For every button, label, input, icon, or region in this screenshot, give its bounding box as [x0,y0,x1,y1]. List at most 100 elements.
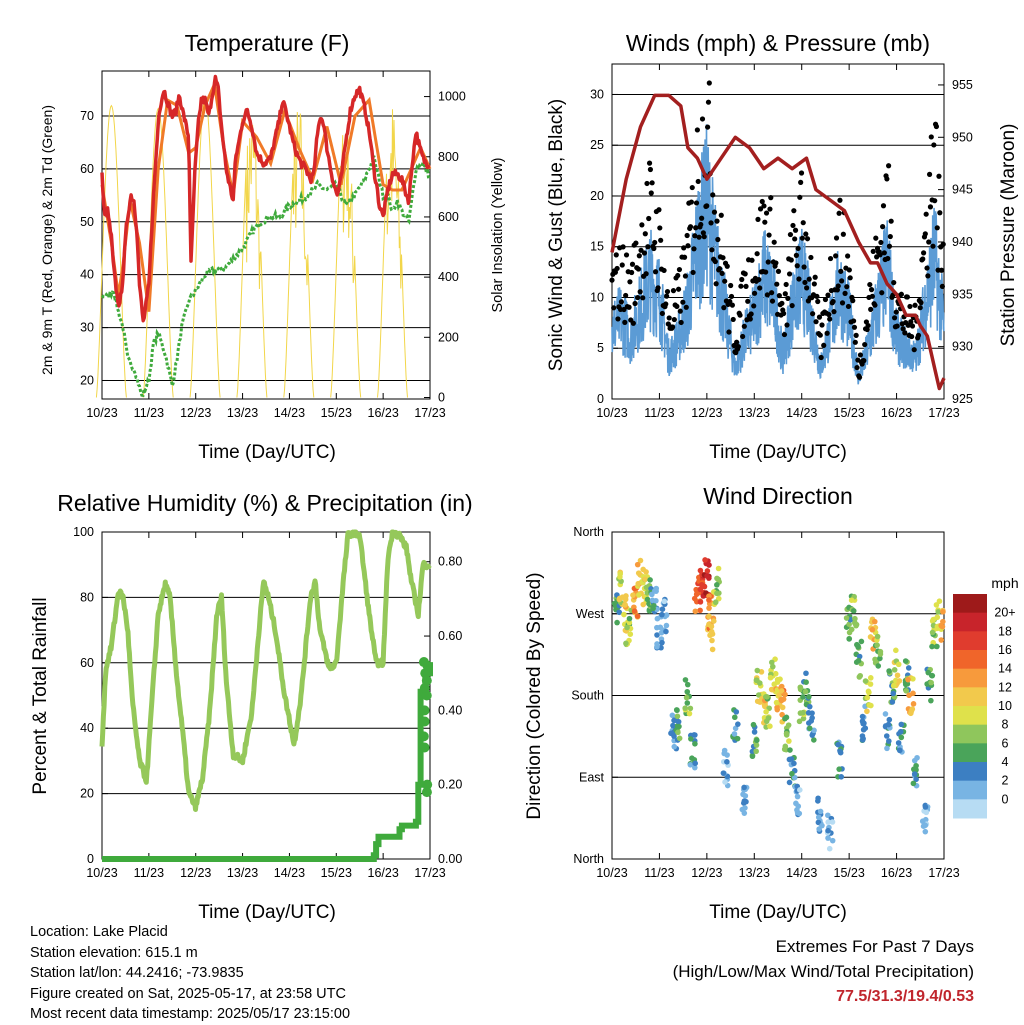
x-tick-label: 12/23 [180,866,211,880]
gust-point [671,316,677,323]
direction-point [631,608,638,615]
gust-point [722,278,728,284]
y2-tick-label: 0.60 [438,629,462,643]
y2-tick-label: 0.40 [438,703,462,717]
gust-point [782,291,788,297]
direction-point [616,609,623,616]
panel-title: Wind Direction [703,483,853,509]
gust-point [830,298,836,305]
gust-point [794,263,800,269]
gust-point [633,240,639,246]
y-tick-label: 80 [80,590,94,604]
gust-point [905,322,911,328]
extremes-subtitle: (High/Low/Max Wind/Total Precipitation) [672,962,974,981]
gust-point [643,271,649,277]
gust-point [627,279,633,285]
direction-point [925,669,932,676]
gust-point [629,269,635,276]
direction-point [928,697,934,704]
gust-point [853,332,859,338]
direction-point [709,637,715,644]
gust-point [915,332,922,338]
gust-point [939,283,945,290]
gust-point [765,259,771,265]
gust-point [637,289,643,295]
gust-point [867,281,873,288]
gust-point [635,294,641,301]
gust-point [675,272,681,279]
gust-point [811,281,817,287]
gust-point [771,239,777,245]
gust-point [626,304,632,310]
gust-point [870,248,876,254]
gust-point [651,245,657,252]
gust-point [852,339,858,345]
gust-point [615,316,621,322]
direction-point [650,605,656,612]
x-tick-label: 13/23 [739,866,770,880]
gust-point [674,303,680,309]
gust-point [769,290,775,296]
gust-point [715,236,721,243]
gust-point [737,312,743,318]
gust-point [886,243,893,249]
precip-point [421,787,432,798]
direction-point [843,615,850,621]
direction-point [800,694,806,700]
direction-point [682,705,689,711]
direction-point [740,800,747,806]
gust-point [687,224,694,230]
gust-point [798,170,805,176]
direction-point [933,602,940,608]
direction-point [616,596,623,603]
direction-point [940,608,946,615]
direction-point [860,726,867,733]
direction-point [720,770,727,776]
gust-point [711,209,718,215]
gust-point [719,270,725,277]
direction-point [938,622,944,629]
gust-point [826,311,832,318]
solar-insolation-line [142,107,174,398]
direction-point [778,697,785,704]
direction-point [889,699,896,705]
gust-point [699,215,705,221]
direction-point [786,779,793,786]
x-axis-label: Time (Day/UTC) [198,442,336,463]
direction-point [691,732,697,738]
direction-point [789,770,795,777]
direction-point [706,593,712,599]
colorbar-label: 20+ [994,606,1015,620]
gust-point [611,305,617,311]
direction-point [929,643,935,650]
gust-point [762,219,768,225]
direction-point [858,638,865,645]
direction-point [733,709,740,715]
x-tick-label: 10/23 [596,866,627,880]
y-tick-label: 70 [80,109,94,123]
direction-point [890,690,897,697]
direction-point [692,760,698,767]
gust-point [857,352,864,358]
direction-point [846,621,852,628]
direction-point [856,653,863,660]
direction-point [867,675,874,681]
direction-point [622,602,628,608]
y2-tick-label: 935 [952,287,973,301]
gust-point [694,127,700,133]
gust-point [620,244,626,250]
gust-point [727,298,733,305]
gust-point [799,235,805,241]
x-tick-label: 16/23 [368,866,399,880]
direction-point [886,668,892,674]
gust-point [710,192,716,198]
direction-point [623,593,629,599]
gust-point [683,304,689,310]
direction-point [846,636,852,642]
gust-point [764,292,770,298]
direction-point [687,705,694,712]
gust-point [796,276,802,282]
gust-point [681,245,687,251]
direction-point [673,707,680,713]
